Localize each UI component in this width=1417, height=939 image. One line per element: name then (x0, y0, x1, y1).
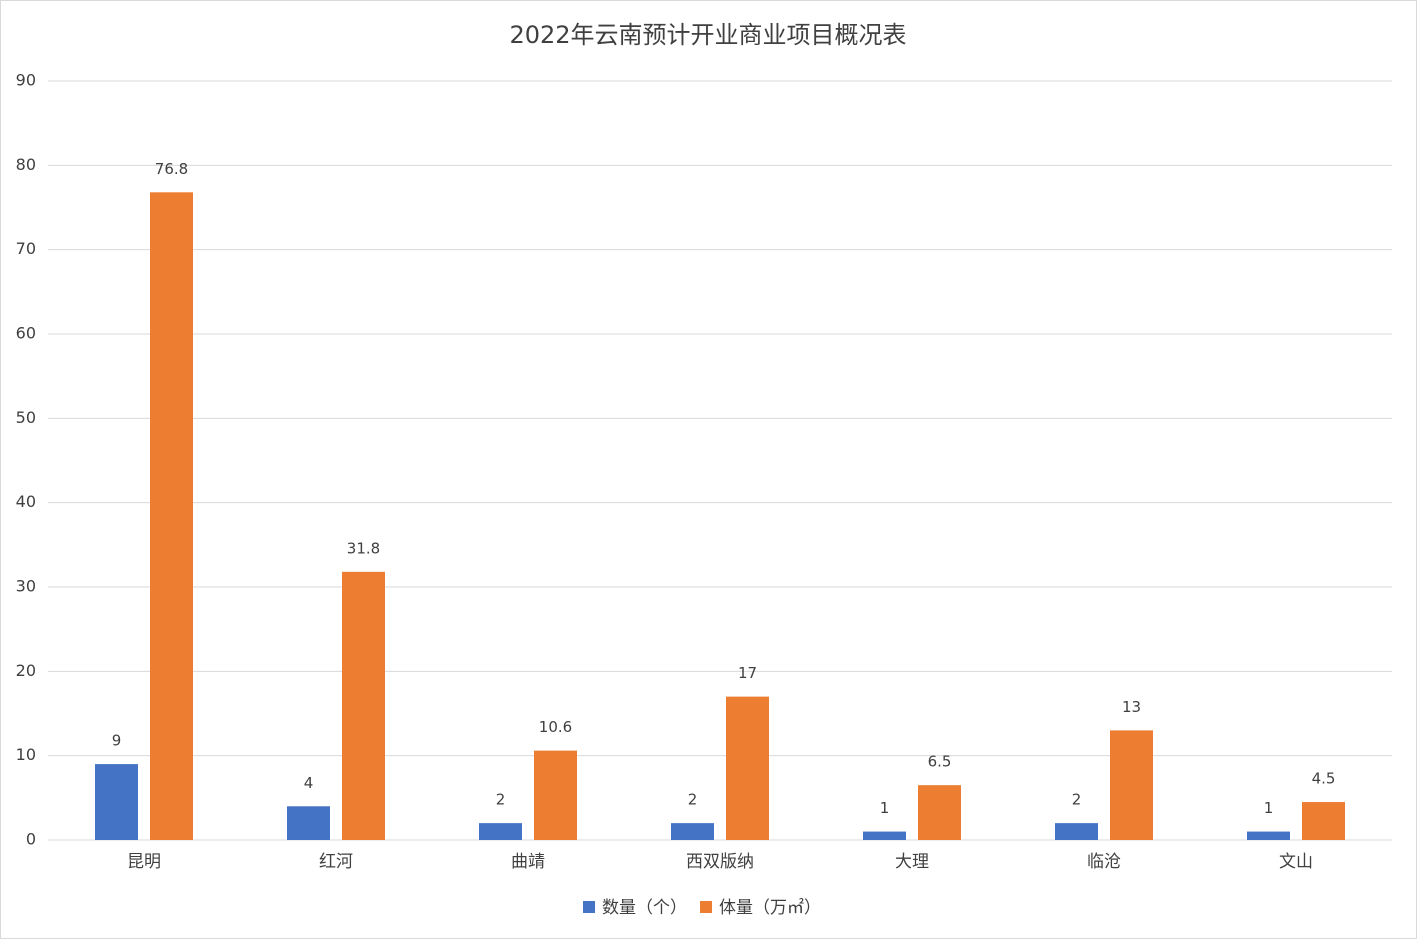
data-label: 31.8 (347, 539, 380, 557)
data-label: 2 (496, 791, 506, 809)
data-label: 1 (1264, 799, 1274, 817)
bar (1055, 823, 1098, 840)
data-label: 10.6 (539, 718, 572, 736)
y-tick-label: 0 (26, 830, 36, 849)
bar (726, 696, 769, 840)
legend-swatch (583, 901, 595, 913)
bar (287, 806, 330, 840)
y-tick-label: 40 (16, 492, 36, 511)
data-label: 4 (304, 774, 314, 792)
bar (1110, 730, 1153, 840)
y-tick-label: 60 (16, 324, 36, 343)
data-label: 2 (1072, 791, 1082, 809)
x-tick-label: 西双版纳 (686, 852, 754, 872)
bar (534, 750, 577, 840)
x-tick-label: 临沧 (1087, 852, 1121, 872)
legend-label: 体量（万㎡） (719, 898, 821, 918)
data-label: 9 (112, 732, 122, 750)
y-tick-label: 50 (16, 408, 36, 427)
y-tick-label: 80 (16, 155, 36, 174)
data-label: 17 (738, 664, 757, 682)
bar (479, 823, 522, 840)
legend-label: 数量（个） (602, 898, 687, 918)
bar (863, 831, 906, 840)
y-tick-label: 10 (16, 745, 36, 764)
chart-title: 2022年云南预计开业商业项目概况表 (509, 21, 906, 49)
data-label: 2 (688, 791, 698, 809)
legend-swatch (700, 901, 712, 913)
bar (1247, 831, 1290, 840)
bar (150, 192, 193, 840)
y-tick-label: 30 (16, 577, 36, 596)
x-tick-label: 文山 (1279, 852, 1313, 872)
y-tick-label: 70 (16, 239, 36, 258)
x-tick-label: 大理 (895, 852, 929, 872)
bar (1302, 802, 1345, 840)
bar (671, 823, 714, 840)
bar (918, 785, 961, 840)
x-tick-label: 曲靖 (511, 852, 545, 872)
bar (95, 764, 138, 840)
data-label: 1 (880, 799, 890, 817)
x-tick-label: 红河 (319, 852, 353, 872)
y-tick-label: 90 (16, 71, 36, 90)
bar (342, 571, 385, 840)
data-label: 6.5 (928, 753, 952, 771)
x-tick-label: 昆明 (127, 852, 161, 872)
data-label: 13 (1122, 698, 1141, 716)
y-tick-label: 20 (16, 661, 36, 680)
data-label: 4.5 (1312, 770, 1336, 788)
data-label: 76.8 (155, 160, 188, 178)
